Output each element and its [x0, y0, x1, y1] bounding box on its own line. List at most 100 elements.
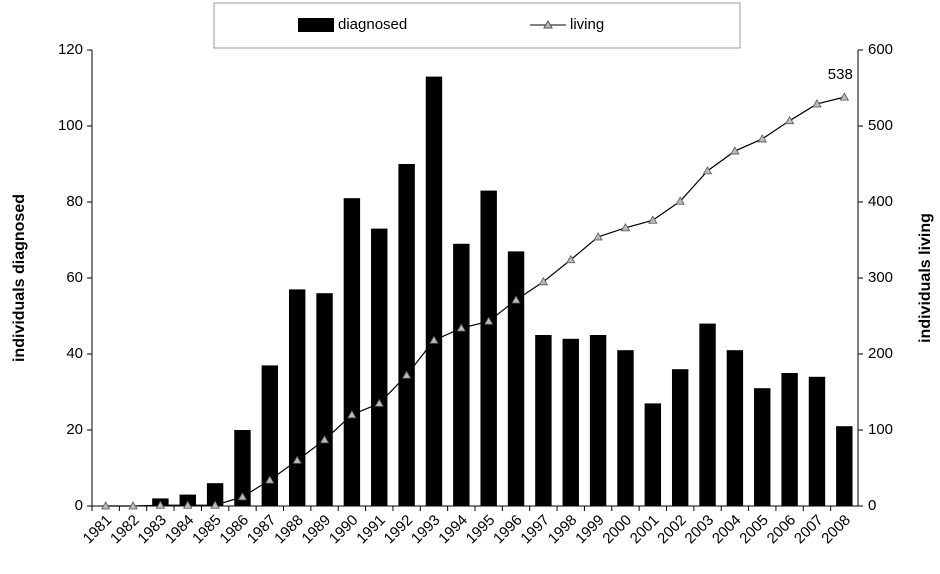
line-marker [675, 196, 685, 205]
line-marker [483, 316, 494, 325]
y-tick-label: 60 [66, 269, 83, 286]
line-marker [265, 475, 275, 484]
legend-label: living [570, 16, 604, 33]
x-tick-label: 1983 [134, 512, 170, 548]
line [105, 96, 845, 507]
bar [179, 494, 196, 506]
bar [316, 293, 333, 506]
line-marker [237, 492, 248, 501]
bar [371, 228, 388, 506]
line-marker [730, 146, 740, 155]
x-tick-label: 2003 [682, 512, 718, 548]
y2-tick-label: 500 [868, 117, 893, 134]
line-marker [812, 99, 822, 108]
line-marker [784, 115, 795, 125]
line-marker [128, 501, 138, 510]
x-tick-label: 2007 [791, 512, 827, 548]
legend-marker [543, 19, 553, 29]
line-marker [374, 398, 384, 407]
bar [535, 335, 552, 506]
bar [836, 426, 853, 506]
line-marker [620, 223, 631, 232]
line-marker [319, 435, 330, 444]
x-tick-label: 1984 [162, 512, 198, 548]
x-tick-label: 1987 [244, 512, 280, 548]
legend-swatch [298, 18, 334, 32]
line-marker [347, 409, 357, 419]
line-marker [210, 500, 220, 509]
bar [206, 483, 224, 506]
y-axis-title: individuals diagnosed [11, 194, 28, 362]
y2-tick-label: 300 [868, 269, 893, 286]
bar [562, 338, 579, 506]
x-tick-label: 1997 [517, 512, 553, 548]
bar [480, 190, 497, 506]
bar [398, 164, 415, 506]
x-tick-label: 2008 [818, 512, 854, 548]
x-tick-label: 1990 [326, 512, 362, 548]
bar [781, 373, 798, 506]
bar [617, 350, 634, 506]
x-tick-label: 1981 [80, 512, 116, 548]
x-tick-label: 1998 [545, 512, 581, 548]
y2-tick-label: 200 [868, 345, 893, 362]
legend-label: diagnosed [338, 16, 407, 33]
x-tick-label: 2001 [627, 512, 663, 548]
x-tick-label: 1993 [408, 512, 444, 548]
bar [234, 430, 251, 506]
bar [507, 251, 525, 506]
y2-tick-label: 0 [868, 497, 876, 514]
bar [261, 365, 279, 506]
x-tick-label: 1986 [216, 512, 252, 548]
data-label: 538 [828, 66, 853, 83]
bar [343, 198, 361, 506]
bar [808, 376, 826, 506]
x-tick-label: 1988 [271, 512, 307, 548]
y2-tick-label: 600 [868, 41, 893, 58]
x-tick-label: 1995 [463, 512, 499, 548]
y-tick-label: 20 [66, 421, 83, 438]
bar [671, 369, 689, 506]
y2-tick-label: 400 [868, 193, 893, 210]
x-tick-label: 2006 [764, 512, 800, 548]
line-marker [401, 370, 412, 379]
line-marker [648, 215, 658, 224]
line-marker [593, 232, 603, 241]
line-marker [538, 276, 549, 286]
x-tick-label: 1985 [189, 512, 225, 548]
bar [589, 335, 607, 506]
bar [644, 403, 662, 506]
x-tick-label: 1999 [572, 512, 608, 548]
line-marker [183, 500, 193, 509]
x-tick-label: 2004 [709, 512, 745, 548]
bar [288, 289, 306, 506]
bar [425, 76, 443, 506]
line-marker [155, 500, 166, 509]
line-marker [456, 323, 467, 332]
x-tick-label: 1989 [299, 512, 335, 548]
x-tick-label: 1994 [435, 512, 471, 548]
y2-axis-title: individuals living [917, 213, 934, 343]
line-marker [100, 501, 111, 510]
bar [699, 323, 716, 506]
y-tick-label: 100 [58, 117, 83, 134]
line-marker [757, 134, 767, 143]
bar [754, 388, 771, 506]
y-tick-label: 40 [66, 345, 83, 362]
x-tick-label: 2002 [654, 512, 690, 548]
legend-box [213, 2, 741, 49]
line-marker [702, 166, 713, 175]
y2-tick-label: 100 [868, 421, 893, 438]
bar [453, 243, 470, 507]
x-tick-label: 2000 [599, 512, 635, 548]
line-marker [429, 335, 439, 344]
x-tick-label: 2005 [736, 512, 772, 548]
y-tick-label: 0 [75, 497, 83, 514]
x-tick-label: 1996 [490, 512, 526, 548]
line-marker [292, 455, 302, 464]
y-tick-label: 80 [66, 193, 83, 210]
line-marker [839, 92, 850, 101]
x-tick-label: 1991 [353, 512, 389, 548]
x-tick-label: 1992 [381, 512, 417, 548]
